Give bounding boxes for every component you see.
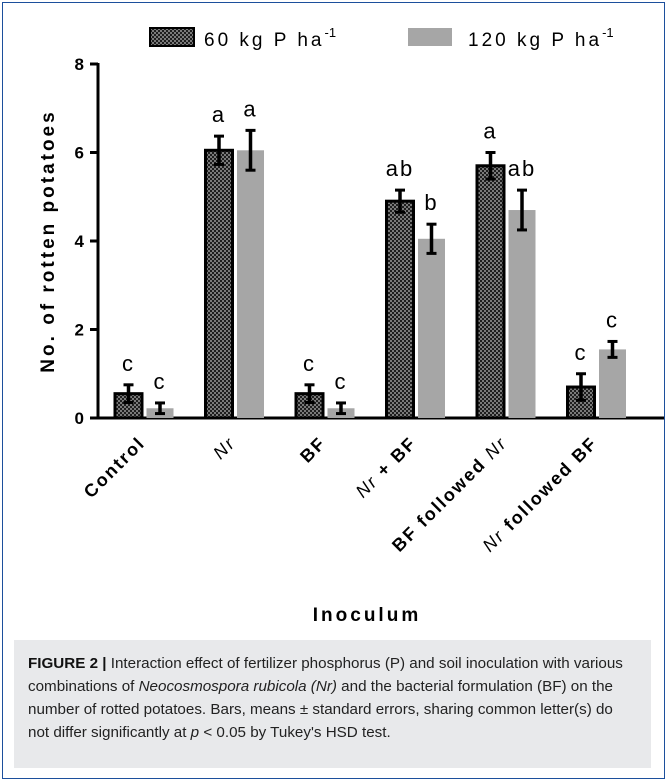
y-axis-title: No. of rotten potatoes <box>38 109 59 372</box>
caption-text-part: Neocosmospora rubicola (Nr) <box>138 678 337 695</box>
bar <box>418 238 445 418</box>
y-tick-label: 2 <box>75 321 84 340</box>
significance-letter: c <box>335 369 348 394</box>
legend-label: 60 kg P ha-1 <box>204 25 336 51</box>
legend: 60 kg P ha-1 120 kg P ha-1 <box>149 25 614 51</box>
bar <box>475 164 506 420</box>
caption-label: FIGURE 2 | <box>28 655 107 672</box>
legend-swatch <box>408 28 452 46</box>
category-label: Control <box>80 433 149 502</box>
y-tick-label: 6 <box>75 144 84 163</box>
bars <box>113 148 626 420</box>
bar <box>508 210 536 418</box>
legend-label-text: 60 kg P ha <box>204 30 325 51</box>
category-label-part: BF <box>296 433 330 467</box>
legend-label: 120 kg P ha-1 <box>468 25 614 51</box>
error-bars <box>123 128 618 416</box>
significance-letter: ab <box>386 156 414 181</box>
bar <box>113 392 144 420</box>
legend-label-text: 120 kg P ha <box>468 30 602 51</box>
category-label-part: Nr <box>209 433 239 463</box>
caption-text: Interaction effect of fertilizer phospho… <box>28 655 623 741</box>
caption-text-part: p <box>190 724 200 741</box>
significance-letter: c <box>303 351 316 376</box>
figure-caption: FIGURE 2 | Interaction effect of fertili… <box>14 640 651 768</box>
y-tick-label: 4 <box>75 232 85 251</box>
significance-letter: c <box>606 307 619 332</box>
significance-letter: b <box>424 190 438 215</box>
y-tick-label: 8 <box>75 55 84 74</box>
y-tick-label: 0 <box>75 409 84 428</box>
category-label-part: + BF <box>368 433 421 486</box>
category-label-part: Control <box>80 433 149 502</box>
significance-letter: ab <box>508 156 536 181</box>
caption-text-part: and the bacterial formulation (BF) on th… <box>28 678 614 741</box>
legend-label-superscript: -1 <box>602 25 614 40</box>
significance-letter: c <box>154 369 167 394</box>
significance-letter: a <box>243 96 257 121</box>
significance-letter: a <box>483 119 497 144</box>
significance-letter: a <box>212 102 226 127</box>
bar <box>294 392 325 420</box>
x-axis-title: Inoculum <box>313 605 421 626</box>
legend-swatch <box>149 27 195 47</box>
category-label-part: followed BF <box>495 433 602 540</box>
bar <box>204 148 234 420</box>
category-label: Nr <box>209 433 239 463</box>
category-label: Nr + BF <box>352 433 421 502</box>
category-label-part: BF followed <box>388 449 495 556</box>
caption-text-part: Interaction effect of fertilizer phospho… <box>28 655 623 695</box>
bar <box>237 150 264 418</box>
significance-letter: c <box>575 340 588 365</box>
significance-letter: c <box>122 351 135 376</box>
legend-label-superscript: -1 <box>325 25 337 40</box>
bar <box>385 199 415 420</box>
y-axis: 0 2 4 6 8 <box>75 55 100 428</box>
caption-text-part: < 0.05 by Tukey's HSD test. <box>199 724 391 741</box>
category-label: BF <box>296 433 330 467</box>
bar <box>599 349 626 418</box>
